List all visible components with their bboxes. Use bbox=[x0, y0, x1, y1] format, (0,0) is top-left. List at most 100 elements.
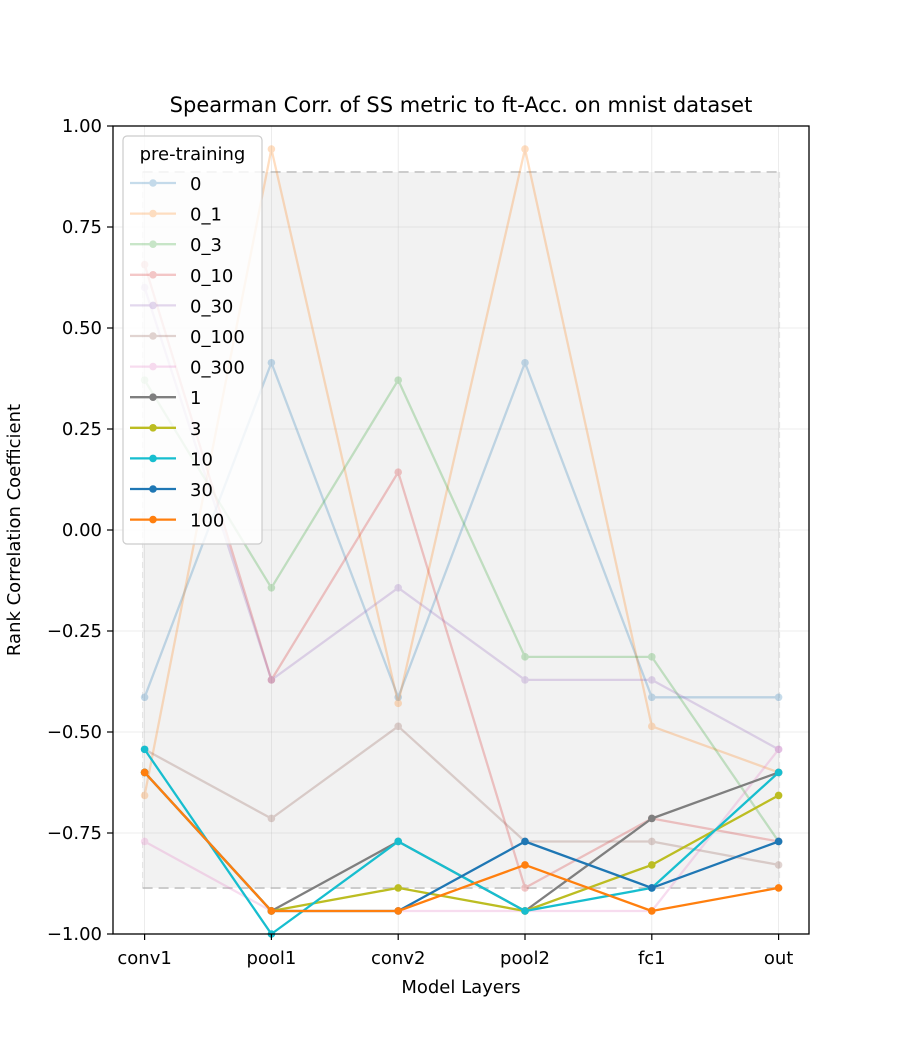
legend-item-3 bbox=[130, 424, 176, 432]
data-point-0_30 bbox=[774, 745, 783, 754]
x-tick-label: pool2 bbox=[500, 948, 550, 969]
legend-marker bbox=[149, 454, 157, 463]
data-point-0 bbox=[521, 358, 529, 367]
legend-label: 0_300 bbox=[190, 358, 245, 379]
data-point-0_1 bbox=[394, 699, 403, 708]
data-point-100 bbox=[394, 907, 403, 915]
legend-label: 10 bbox=[190, 449, 213, 470]
legend-label: 30 bbox=[190, 480, 213, 501]
data-point-0 bbox=[648, 693, 656, 702]
series-line-0_300 bbox=[144, 748, 780, 913]
series-line-0_10 bbox=[143, 264, 779, 890]
legend-item-0 bbox=[130, 179, 176, 187]
y-tick-label: −0.25 bbox=[47, 621, 102, 642]
legend-marker bbox=[149, 271, 157, 279]
data-point-30 bbox=[774, 837, 783, 846]
legend-label: 1 bbox=[190, 388, 201, 409]
data-point-0_3 bbox=[521, 653, 529, 661]
data-point-0_100 bbox=[267, 814, 276, 823]
data-point-0 bbox=[267, 358, 276, 367]
y-tick-label: −1.00 bbox=[47, 924, 102, 945]
legend-item-0_1 bbox=[130, 209, 176, 218]
legend-marker bbox=[149, 515, 157, 524]
series-line-100 bbox=[143, 771, 779, 913]
data-point-0_3 bbox=[648, 653, 656, 661]
series-0_100 bbox=[140, 722, 783, 869]
data-point-100 bbox=[267, 907, 276, 915]
y-tick-label: −0.50 bbox=[47, 722, 102, 743]
data-point-0_1 bbox=[521, 145, 529, 153]
data-point-3 bbox=[648, 861, 656, 869]
legend-label: 3 bbox=[190, 419, 201, 440]
legend-marker bbox=[149, 424, 157, 432]
data-point-100 bbox=[140, 768, 149, 777]
legend-marker bbox=[149, 179, 157, 187]
data-point-0_10 bbox=[267, 676, 276, 684]
legend-box bbox=[122, 135, 263, 545]
data-point-0_100 bbox=[774, 861, 783, 869]
data-point-0_30 bbox=[648, 676, 656, 684]
legend-item-1 bbox=[130, 393, 176, 402]
legend: pre-training 0 0_1 0_3 0_10 0_30 0_100 0_300 1 3 1… bbox=[122, 135, 263, 545]
data-point-0_3 bbox=[394, 376, 403, 384]
data-point-0_30 bbox=[267, 676, 276, 684]
legend-label: 100 bbox=[190, 511, 224, 532]
legend-marker bbox=[149, 301, 157, 310]
legend-item-100 bbox=[130, 515, 176, 524]
series-100 bbox=[140, 768, 783, 915]
data-point-0_300 bbox=[140, 837, 149, 846]
legend-item-0_3 bbox=[130, 240, 176, 248]
series-line-0_100 bbox=[144, 725, 779, 867]
legend-label: 0_100 bbox=[190, 327, 245, 348]
legend-label: 0_3 bbox=[190, 235, 222, 256]
x-tick-label: fc1 bbox=[638, 948, 666, 969]
x-tick-label: out bbox=[764, 948, 793, 969]
legend-label: 0_1 bbox=[190, 205, 222, 226]
legend-item-0_100 bbox=[130, 332, 176, 340]
data-point-0_300 bbox=[774, 745, 783, 754]
legend-item-30 bbox=[130, 485, 176, 493]
legend-label: 0_10 bbox=[190, 266, 233, 287]
data-point-30 bbox=[648, 884, 656, 892]
data-point-1 bbox=[648, 814, 656, 823]
data-point-10 bbox=[394, 837, 403, 846]
legend-label: 0 bbox=[190, 174, 201, 195]
legend-marker bbox=[149, 332, 157, 340]
legend-item-0_10 bbox=[130, 271, 176, 279]
x-axis-title: Model Layers bbox=[401, 977, 520, 998]
legend-marker bbox=[149, 240, 157, 248]
legend-item-0_30 bbox=[130, 301, 176, 310]
data-point-30 bbox=[521, 837, 529, 846]
y-tick-label: 1.00 bbox=[62, 116, 102, 137]
data-point-0_1 bbox=[140, 791, 149, 800]
legend-marker bbox=[149, 209, 157, 218]
data-point-0 bbox=[774, 693, 783, 702]
data-point-100 bbox=[521, 861, 529, 869]
legend-marker bbox=[149, 485, 157, 493]
data-point-3 bbox=[394, 884, 403, 892]
data-point-0_100 bbox=[394, 722, 403, 731]
data-point-10 bbox=[774, 768, 783, 777]
y-tick-label: 0.25 bbox=[62, 419, 102, 440]
chart-title: Spearman Corr. of SS metric to ft-Acc. o… bbox=[170, 93, 753, 117]
data-point-0_30 bbox=[521, 676, 529, 684]
data-point-3 bbox=[774, 791, 783, 800]
data-point-0_10 bbox=[521, 884, 529, 892]
y-tick-label: 0.75 bbox=[62, 217, 102, 238]
y-tick-label: −0.75 bbox=[47, 823, 102, 844]
y-tick-label: 0.00 bbox=[62, 520, 102, 541]
legend-marker bbox=[149, 393, 157, 402]
data-point-100 bbox=[648, 907, 656, 915]
data-point-100 bbox=[774, 884, 783, 892]
data-point-10 bbox=[140, 745, 149, 754]
data-point-0_3 bbox=[267, 583, 276, 592]
legend-title: pre-training bbox=[140, 144, 246, 165]
data-point-10 bbox=[521, 907, 529, 915]
data-point-0 bbox=[140, 693, 149, 702]
x-tick-label: conv1 bbox=[117, 948, 171, 969]
series-line-0_30 bbox=[143, 287, 780, 751]
x-tick-label: pool1 bbox=[246, 948, 296, 969]
data-point-0 bbox=[394, 693, 403, 702]
